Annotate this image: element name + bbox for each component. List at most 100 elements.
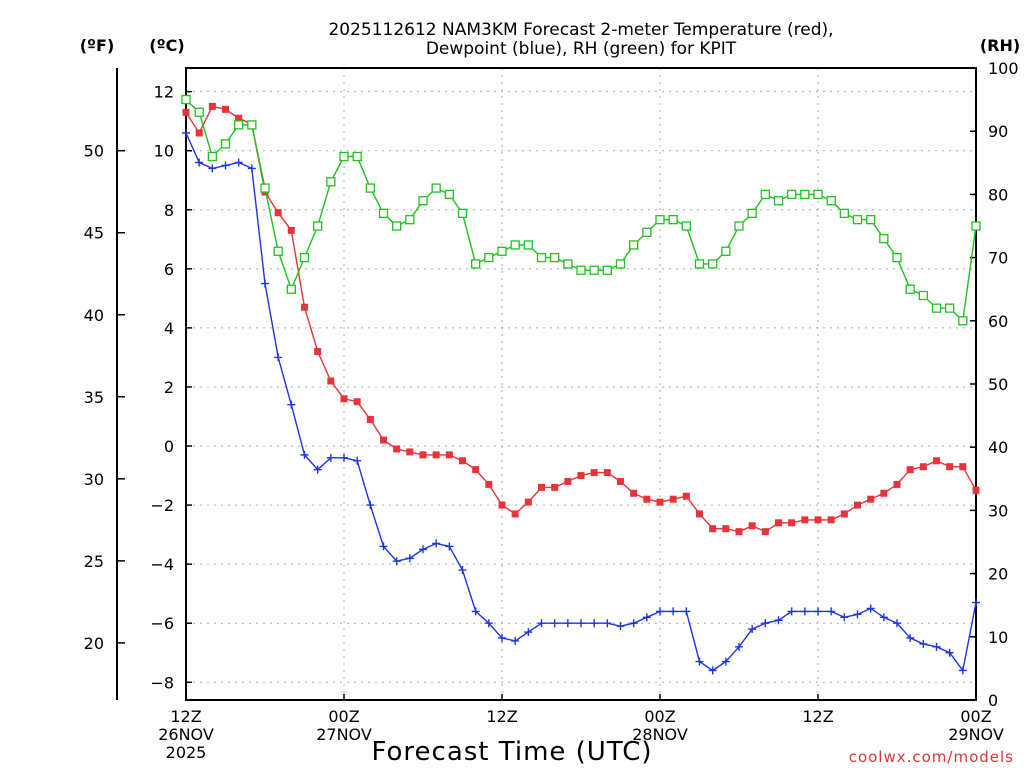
dewpoint-point <box>708 666 717 675</box>
dewpoint-point <box>550 619 559 628</box>
2-meter-temperature-point <box>274 209 282 217</box>
dewpoint-point <box>537 619 546 628</box>
2-meter-temperature-point <box>709 525 717 533</box>
dewpoint-line <box>185 132 977 673</box>
credit-text: coolwx.com/models <box>849 748 1014 766</box>
rh-point <box>392 221 402 231</box>
fahrenheit-tick-label: 25 <box>84 552 104 571</box>
rh-point <box>444 189 454 200</box>
dewpoint-point <box>840 613 849 622</box>
fahrenheit-tick-label: 35 <box>84 388 104 407</box>
dewpoint-point <box>300 450 309 459</box>
dewpoint-point <box>498 633 506 642</box>
dewpoint-point <box>761 619 770 628</box>
rh-tick-label: 70 <box>988 249 1008 268</box>
rh-point <box>721 246 731 256</box>
fahrenheit-unit-label: (ºF) <box>80 36 115 55</box>
dewpoint-point <box>695 657 704 666</box>
rh-point <box>839 208 849 219</box>
rh-point <box>339 151 349 162</box>
dewpoint-point <box>247 164 256 173</box>
dewpoint-point <box>774 616 783 625</box>
rh-line <box>185 99 977 323</box>
dewpoint-point <box>524 628 533 637</box>
rh-point <box>668 215 678 225</box>
series-group <box>181 94 981 675</box>
2-meter-temperature-point <box>722 525 730 533</box>
2-meter-temperature-point <box>380 436 387 444</box>
dewpoint-point <box>748 625 757 634</box>
dewpoint-point <box>800 607 809 616</box>
2-meter-temperature-point <box>419 451 427 459</box>
dewpoint-point <box>972 598 980 607</box>
dewpoint-point <box>195 158 204 167</box>
2-meter-temperature-point <box>617 477 624 485</box>
dewpoint-point <box>603 619 612 628</box>
rh-point <box>405 215 415 225</box>
x-tick-label: 00Z <box>328 707 359 726</box>
dewpoint-point <box>326 453 335 462</box>
rh-point <box>273 246 283 256</box>
rh-point <box>234 120 244 130</box>
2-meter-temperature-point <box>393 445 401 453</box>
2-meter-temperature-point <box>287 226 295 234</box>
2-meter-temperature-line <box>185 105 977 533</box>
rh-point <box>194 107 204 117</box>
rh-point <box>563 259 573 269</box>
2-meter-temperature-point <box>235 114 243 122</box>
2-meter-temperature-point <box>906 466 914 474</box>
celsius-tick-label: 6 <box>164 260 174 279</box>
rh-point <box>931 303 942 313</box>
dewpoint-point <box>392 557 401 566</box>
rh-point <box>681 221 691 231</box>
celsius-tick-label: −6 <box>150 614 174 633</box>
dewpoint-point <box>221 161 230 170</box>
2-meter-temperature-point <box>801 516 809 524</box>
2-meter-temperature-point <box>353 398 361 406</box>
rh-point <box>892 252 902 263</box>
rh-point <box>576 265 586 275</box>
rh-tick-label: 100 <box>988 59 1019 78</box>
rh-point <box>629 240 639 250</box>
rh-tick-label: 90 <box>988 122 1008 141</box>
dewpoint-point <box>787 607 796 616</box>
rh-point <box>615 259 626 269</box>
2-meter-temperature-point <box>301 303 308 311</box>
2-meter-temperature-point <box>472 466 480 474</box>
dewpoint-point <box>945 648 954 657</box>
dewpoint-point <box>419 545 427 554</box>
dewpoint-point <box>445 542 454 551</box>
rh-point <box>497 246 507 256</box>
rh-point <box>813 189 823 200</box>
2-meter-temperature-point <box>432 451 440 459</box>
2-meter-temperature-point <box>182 108 190 116</box>
rh-point <box>852 215 863 225</box>
rh-point <box>589 265 599 275</box>
x-tick-label: 12Z <box>486 707 517 726</box>
2-meter-temperature-point <box>577 472 585 480</box>
rh-point <box>181 94 191 105</box>
x-tick-label: 12Z <box>802 707 833 726</box>
rh-point <box>866 215 876 225</box>
x-tick-label: 00Z <box>644 707 675 726</box>
fahrenheit-tick-label: 50 <box>84 142 104 161</box>
dewpoint-point <box>827 607 836 616</box>
2-meter-temperature-point <box>327 377 335 385</box>
celsius-tick-label: 12 <box>154 83 174 102</box>
dewpoint-point <box>511 636 520 645</box>
rh-point <box>299 252 310 263</box>
dewpoint-point <box>577 619 585 628</box>
rh-point <box>787 189 797 200</box>
x-tick-label: 27NOV <box>316 725 372 744</box>
2-meter-temperature-point <box>959 463 967 471</box>
celsius-tick-label: 0 <box>164 437 174 456</box>
fahrenheit-tick-label: 40 <box>84 306 104 325</box>
dewpoint-point <box>261 279 269 288</box>
dewpoint-point <box>682 607 691 616</box>
dewpoint-point <box>879 613 888 622</box>
rh-point <box>879 233 889 244</box>
dewpoint-point <box>340 453 348 462</box>
2-meter-temperature-point <box>603 469 611 477</box>
rh-point <box>313 221 323 231</box>
dewpoint-point <box>629 619 638 628</box>
